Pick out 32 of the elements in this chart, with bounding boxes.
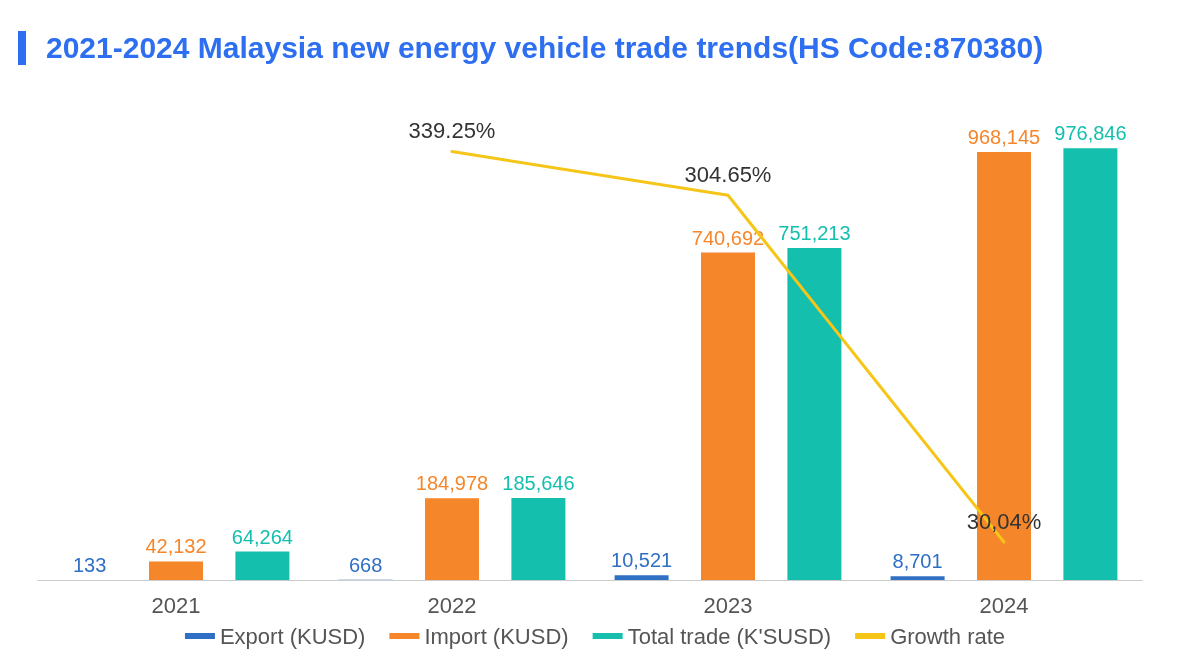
data-label: 10,521 [611,549,673,572]
x-tick-label: 2022 [427,592,477,618]
data-label: 133 [72,553,107,576]
bar [614,575,669,580]
bar [890,576,945,580]
legend-label: Total trade (K'SUSD) [627,623,832,649]
bar [511,497,566,580]
data-label: 976,846 [1054,122,1127,145]
data-label: 64,264 [231,525,293,548]
bar [425,498,479,580]
data-label: 339.25% [408,118,496,144]
bar [701,252,755,580]
data-label: 740,692 [691,226,765,249]
data-label: 184,978 [415,472,489,495]
data-label: 668 [348,553,383,576]
bar [235,551,290,580]
data-label: 185,646 [502,471,575,494]
legend-label: Growth rate [890,623,1006,649]
chart-title: 2021-2024 Malaysia new energy vehicle trade trends(HS Code:870380) [46,31,1044,65]
data-label: 751,213 [778,221,851,244]
legend-label: Import (KUSD) [424,623,569,649]
data-label: 8,701 [892,550,943,573]
x-tick-label: 2021 [151,592,201,618]
bar [1063,148,1118,580]
data-label: 304.65% [684,161,772,187]
x-tick-label: 2023 [703,592,753,618]
bar [787,247,842,580]
data-label: 968,145 [967,126,1041,149]
bar [149,561,203,580]
legend-label: Export (KUSD) [219,623,366,649]
data-label: 42,132 [145,535,207,558]
x-tick-label: 2024 [979,592,1029,618]
